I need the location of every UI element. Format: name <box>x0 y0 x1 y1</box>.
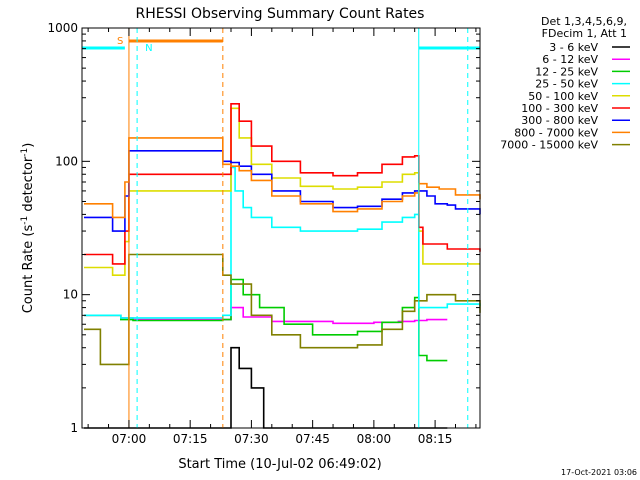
legend-item-label: 7000 - 15000 keV <box>500 139 598 152</box>
y-tick-label: 10 <box>63 288 78 302</box>
legend-item-label: 300 - 800 keV <box>521 114 598 127</box>
legend: Det 1,3,4,5,6,9,FDecim 1, Att 13 - 6 keV… <box>500 15 630 152</box>
legend-item-label: 50 - 100 keV <box>528 90 598 103</box>
legend-header-line: Det 1,3,4,5,6,9, <box>541 15 627 28</box>
flag-s-label: S <box>117 36 123 47</box>
y-axis-label-end: ) <box>21 143 36 148</box>
x-tick-label: 08:15 <box>418 432 453 446</box>
y-axis-label-mid: detector <box>21 156 36 216</box>
flag-n-label: N <box>145 43 152 54</box>
legend-item-label: 25 - 50 keV <box>535 78 598 91</box>
y-axis-label-start: Count Rate (s <box>21 225 36 314</box>
y-tick-label: 1000 <box>47 21 78 35</box>
x-tick-label: 07:15 <box>173 432 208 446</box>
legend-item-label: 800 - 7000 keV <box>514 126 598 139</box>
series-line-1 <box>84 346 448 429</box>
legend-item-label: 6 - 12 keV <box>542 53 598 66</box>
footer-date: 17-Oct-2021 03:06 <box>561 468 637 477</box>
series-line-4 <box>84 166 481 319</box>
legend-item-label: 12 - 25 keV <box>535 65 598 78</box>
plot-data-area <box>84 103 481 429</box>
axes: 07:00 07:15 07:30 07:45 08:00 08:15 1 10 100 1000 <box>47 21 480 446</box>
y-tick-label: 1 <box>70 421 78 435</box>
series-line-3 <box>84 278 448 362</box>
series-line-9 <box>84 253 481 366</box>
legend-header-line: FDecim 1, Att 1 <box>542 27 627 40</box>
y-axis-label-sup2: -1 <box>20 148 30 157</box>
chart-title: RHESSI Observing Summary Count Rates <box>136 6 425 22</box>
x-tick-label: 07:30 <box>234 432 269 446</box>
legend-item-label: 100 - 300 keV <box>521 102 598 115</box>
y-axis-label: Count Rate (s-1 detector-1) <box>20 143 36 314</box>
series-line-8 <box>84 137 481 219</box>
y-tick-label: 100 <box>55 154 78 168</box>
series-line-5 <box>84 107 480 276</box>
x-axis-label: Start Time (10-Jul-02 06:49:02) <box>178 457 381 472</box>
flag-markers: SN <box>82 28 480 428</box>
x-tick-label: 07:00 <box>112 432 147 446</box>
plot-frame <box>81 27 481 429</box>
y-axis-label-sup1: -1 <box>20 216 30 225</box>
x-tick-label: 07:45 <box>295 432 330 446</box>
legend-item-label: 3 - 6 keV <box>549 41 598 54</box>
x-tick-label: 08:00 <box>357 432 392 446</box>
